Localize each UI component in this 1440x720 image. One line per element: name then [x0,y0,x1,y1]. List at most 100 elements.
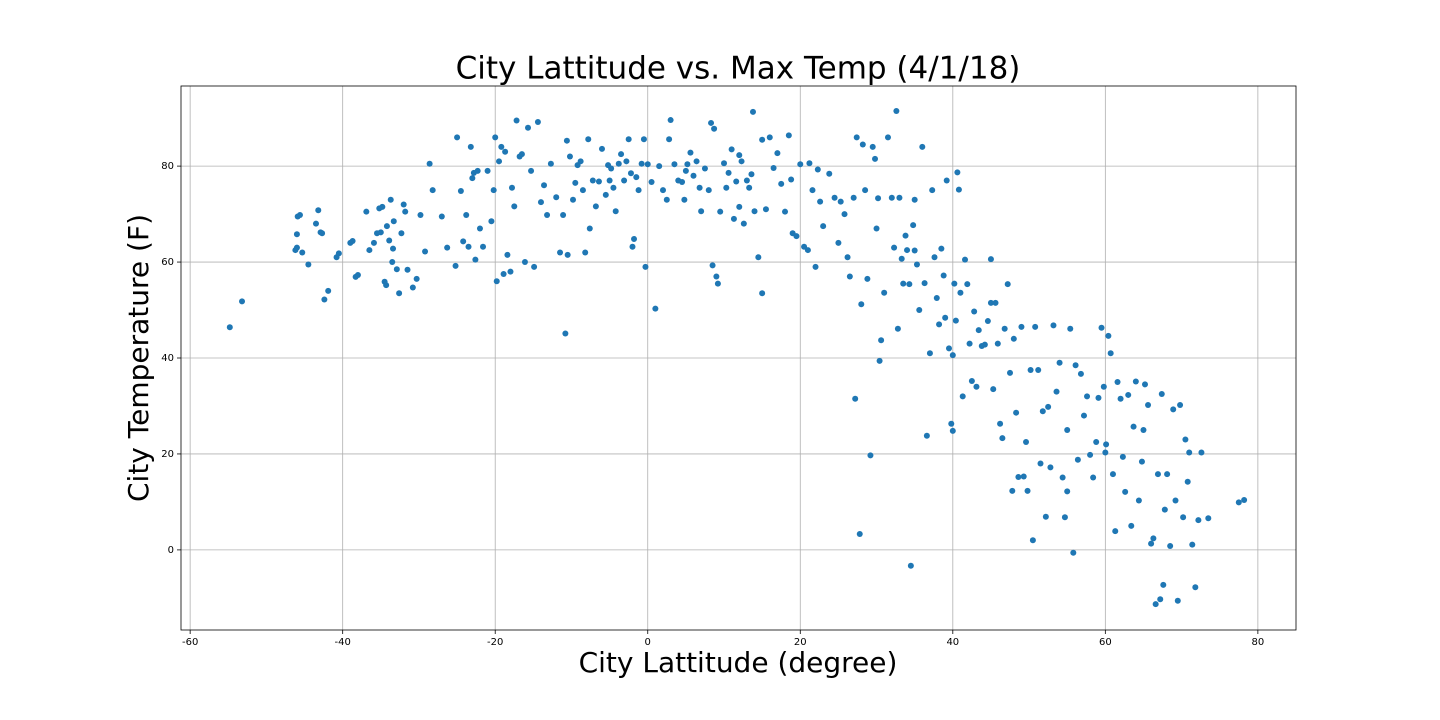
data-point [319,230,326,237]
data-point [1152,601,1159,608]
data-point [1032,323,1039,330]
data-point [1061,514,1068,521]
data-point [723,184,730,191]
data-point [936,321,943,328]
data-point [226,324,233,331]
data-point [635,187,642,194]
x-tick-label: 40 [946,637,959,648]
data-point [759,290,766,297]
data-point [987,256,994,263]
data-point [966,340,973,347]
data-point [831,194,838,201]
data-point [714,280,721,287]
data-point [457,188,464,195]
x-tick-label: 20 [794,637,807,648]
data-point [1045,403,1052,410]
data-point [872,155,879,162]
data-point [1235,499,1242,506]
data-point [873,225,880,232]
data-point [709,262,716,269]
data-point [404,266,411,273]
data-point [919,143,926,150]
data-point [547,160,554,167]
data-point [1158,390,1165,397]
data-point [638,160,645,167]
data-point [305,261,312,268]
data-point [1105,332,1112,339]
data-point [717,208,724,215]
data-point [1157,596,1164,603]
data-point [746,184,753,191]
data-point [841,211,848,218]
data-point [859,141,866,148]
data-point [713,273,720,280]
data-point [951,280,958,287]
data-point [1205,515,1212,522]
data-point [1013,409,1020,416]
data-point [1186,449,1193,456]
data-point [1042,513,1049,520]
data-point [876,357,883,364]
data-point [629,243,636,250]
data-point [1070,549,1077,556]
data-point [417,212,424,219]
data-point [577,158,584,165]
data-point [804,247,811,254]
data-point [921,280,928,287]
data-point [736,203,743,210]
data-point [562,330,569,337]
data-point [537,199,544,206]
data-point [997,420,1004,427]
data-point [878,337,885,344]
data-point [377,229,384,236]
data-point [582,249,589,256]
data-point [898,255,905,262]
data-point [585,136,592,143]
data-point [570,196,577,203]
data-point [595,178,602,185]
data-point [400,201,407,208]
data-point [846,273,853,280]
data-point [844,254,851,261]
data-point [687,149,694,156]
data-point [463,212,470,219]
data-point [293,231,300,238]
data-point [867,452,874,459]
data-point [971,308,978,315]
data-point [671,161,678,168]
data-point [1161,506,1168,513]
data-point [926,350,933,357]
x-tick-label: 60 [1099,637,1112,648]
data-point [293,244,300,251]
data-point [572,179,579,186]
data-point [984,318,991,325]
data-point [853,134,860,141]
data-point [299,249,306,256]
data-point [498,143,505,150]
data-point [945,345,952,352]
data-point [679,178,686,185]
data-point [484,167,491,174]
data-point [513,117,520,124]
data-point [1103,441,1110,448]
data-point [502,148,509,155]
data-point [740,220,747,227]
data-point [826,170,833,177]
data-point [957,289,964,296]
data-point [642,263,649,270]
data-point [1140,426,1147,433]
data-point [528,167,535,174]
data-point [496,158,503,165]
data-point [749,108,756,115]
data-point [325,287,332,294]
data-point [962,256,969,263]
data-point [1084,393,1091,400]
data-point [931,254,938,261]
data-point [948,420,955,427]
data-point [964,281,971,288]
data-point [531,263,538,270]
data-point [711,125,718,132]
data-point [1154,471,1161,478]
data-point [652,305,659,312]
data-point [1189,541,1196,548]
